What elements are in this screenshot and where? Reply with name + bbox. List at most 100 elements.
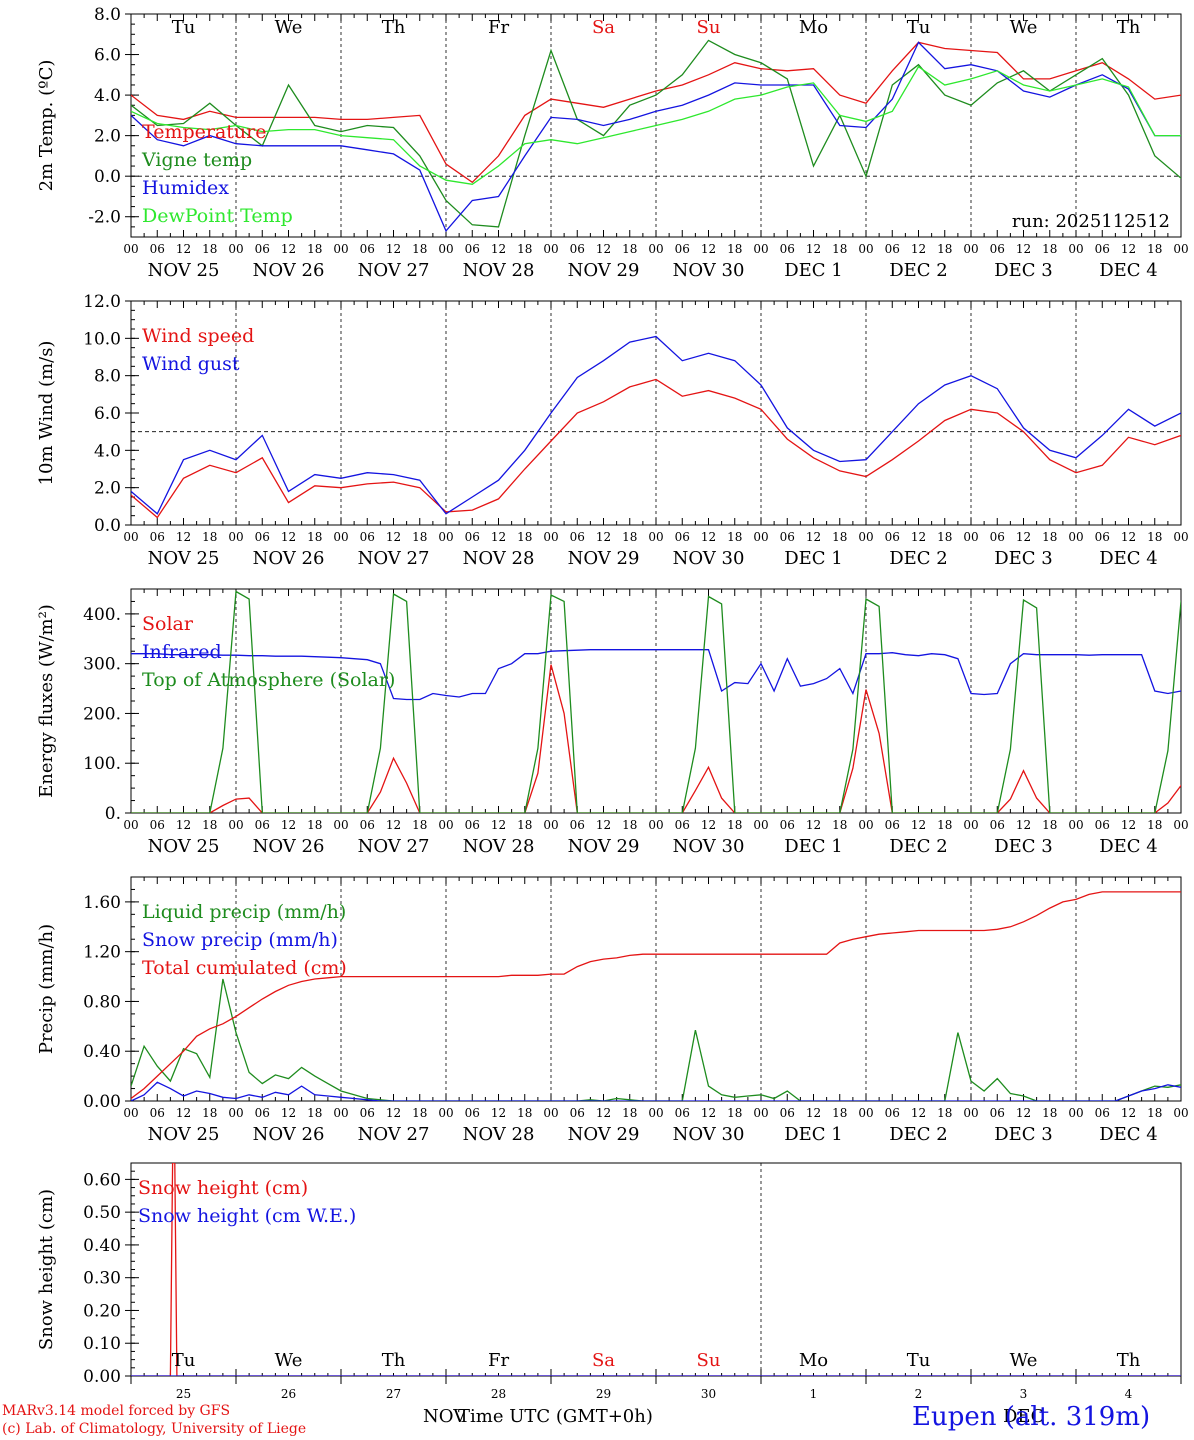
date-label: DEC 4 <box>1099 260 1158 281</box>
hour-tick-label: 00 <box>1068 1106 1083 1120</box>
weekday-label: Tu <box>172 1350 196 1371</box>
hour-tick-label: 12 <box>176 1106 191 1120</box>
date-label: DEC 1 <box>784 260 843 281</box>
date-label: NOV 26 <box>253 260 325 281</box>
hour-tick-label: 12 <box>386 530 401 544</box>
legend-entry: Snow height (cm) <box>138 1177 308 1199</box>
y-tick-label: 0.60 <box>83 1170 121 1190</box>
hour-tick-label: 18 <box>307 1106 322 1120</box>
hour-tick-label: 00 <box>858 818 873 832</box>
hour-tick-label: 06 <box>675 818 690 832</box>
date-label: DEC 4 <box>1099 1124 1158 1145</box>
series-line-wind-gust <box>131 335 1181 515</box>
hour-tick-label: 18 <box>832 242 847 256</box>
hour-tick-label: 18 <box>937 242 952 256</box>
hour-tick-label: 06 <box>465 1106 480 1120</box>
y-tick-label: 4.0 <box>94 86 121 106</box>
hour-tick-label: 18 <box>202 242 217 256</box>
hour-tick-label: 18 <box>202 818 217 832</box>
hour-tick-label: 18 <box>832 1106 847 1120</box>
hour-tick-label: 00 <box>648 1106 663 1120</box>
series-line-infrared <box>131 649 1181 701</box>
hour-tick-label: 18 <box>412 1106 427 1120</box>
series-line-vigne-temp <box>131 39 1181 228</box>
day-number-label: 30 <box>701 1387 716 1401</box>
date-label: DEC 3 <box>994 548 1053 569</box>
hour-tick-label: 12 <box>1016 530 1031 544</box>
date-label: NOV 30 <box>673 836 745 857</box>
hour-tick-label: 06 <box>990 1106 1005 1120</box>
hour-tick-label: 06 <box>780 1106 795 1120</box>
hour-tick-label: 06 <box>150 242 165 256</box>
hour-tick-label: 12 <box>176 530 191 544</box>
hour-tick-label: 12 <box>1121 818 1136 832</box>
y-axis-label: Snow height (cm) <box>36 1189 57 1350</box>
y-tick-label: 8.0 <box>94 367 121 387</box>
hour-tick-label: 00 <box>753 530 768 544</box>
hour-tick-label: 06 <box>255 242 270 256</box>
hour-tick-label: 00 <box>333 242 348 256</box>
hour-tick-label: 06 <box>990 530 1005 544</box>
date-label: NOV 26 <box>253 836 325 857</box>
hour-tick-label: 00 <box>648 242 663 256</box>
hour-tick-label: 12 <box>806 1106 821 1120</box>
hour-tick-label: 12 <box>491 530 506 544</box>
hour-tick-label: 18 <box>1147 242 1162 256</box>
y-tick-label: 6.0 <box>94 46 121 66</box>
hour-tick-label: 18 <box>1042 818 1057 832</box>
series-line-total-cumulated-cm- <box>131 891 1181 1100</box>
hour-tick-label: 00 <box>963 242 978 256</box>
date-label: NOV 27 <box>358 836 430 857</box>
hour-tick-label: 00 <box>858 1106 873 1120</box>
hour-tick-label: 00 <box>1173 242 1188 256</box>
hour-tick-label: 06 <box>465 242 480 256</box>
y-tick-label: 2.0 <box>94 479 121 499</box>
date-label: DEC 2 <box>889 548 948 569</box>
date-label: NOV 28 <box>463 260 535 281</box>
hour-tick-label: 06 <box>675 1106 690 1120</box>
hour-tick-label: 06 <box>780 818 795 832</box>
hour-tick-label: 18 <box>1042 242 1057 256</box>
hour-tick-label: 00 <box>438 1106 453 1120</box>
date-label: NOV 29 <box>568 260 640 281</box>
date-label: NOV 25 <box>148 260 220 281</box>
weekday-label: Th <box>1117 17 1141 38</box>
panel-flux <box>125 588 1182 814</box>
weekday-label: We <box>1010 1350 1038 1371</box>
hour-tick-label: 00 <box>123 1106 138 1120</box>
hour-tick-label: 18 <box>307 530 322 544</box>
y-tick-label: 300. <box>83 655 121 675</box>
legend-entry: Wind speed <box>142 325 254 347</box>
hour-tick-label: 12 <box>1016 242 1031 256</box>
y-tick-label: 1.60 <box>83 893 121 913</box>
hour-tick-label: 06 <box>150 530 165 544</box>
hour-tick-label: 00 <box>543 818 558 832</box>
panel-wind <box>125 300 1182 526</box>
run-label: run: 2025112512 <box>1012 211 1170 232</box>
weekday-label: Tu <box>907 17 931 38</box>
hour-tick-label: 12 <box>386 1106 401 1120</box>
hour-tick-label: 00 <box>228 1106 243 1120</box>
hour-tick-label: 18 <box>517 530 532 544</box>
hour-tick-label: 06 <box>255 530 270 544</box>
legend-entry: Snow precip (mm/h) <box>142 929 338 951</box>
hour-tick-label: 18 <box>1042 1106 1057 1120</box>
date-label: NOV 30 <box>673 548 745 569</box>
day-number-label: 4 <box>1125 1387 1133 1401</box>
date-label: NOV 28 <box>463 548 535 569</box>
hour-tick-label: 18 <box>202 530 217 544</box>
hour-tick-label: 12 <box>701 530 716 544</box>
hour-tick-label: 12 <box>911 1106 926 1120</box>
weekday-label: Th <box>382 17 406 38</box>
hour-tick-label: 12 <box>281 530 296 544</box>
hour-tick-label: 00 <box>228 530 243 544</box>
legend-entry: Top of Atmosphere (Solar) <box>142 669 395 691</box>
y-tick-label: 0.40 <box>83 1042 121 1062</box>
hour-tick-label: 06 <box>150 818 165 832</box>
date-label: DEC 2 <box>889 836 948 857</box>
hour-tick-label: 18 <box>622 1106 637 1120</box>
date-label: DEC 2 <box>889 260 948 281</box>
hour-tick-label: 06 <box>1095 1106 1110 1120</box>
day-number-label: 29 <box>596 1387 611 1401</box>
hour-tick-label: 18 <box>412 818 427 832</box>
